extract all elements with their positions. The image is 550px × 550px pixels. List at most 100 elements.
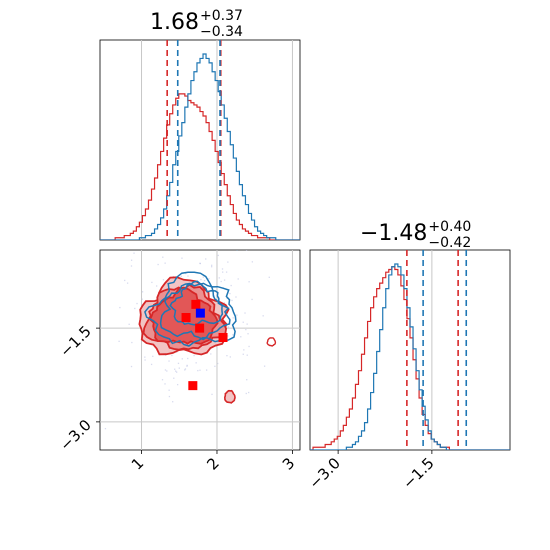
sample-point <box>202 276 204 278</box>
sample-point <box>213 295 215 297</box>
sample-point <box>223 279 226 281</box>
density-contour-blue <box>159 282 231 341</box>
x-axis-param-1: 1 2 3 <box>128 450 298 474</box>
histogram-series-blue <box>310 263 510 450</box>
sample-point <box>181 358 183 360</box>
sample-point <box>174 368 176 370</box>
sample-point <box>193 354 195 357</box>
sample-point <box>128 323 130 325</box>
panel-frame <box>309 249 511 451</box>
marker-red <box>218 333 228 342</box>
sample-point <box>131 341 133 344</box>
sample-point <box>218 277 220 279</box>
sample-point <box>166 370 168 372</box>
density-contour-blue <box>169 280 224 326</box>
panel-title: −1.48 +0.40−0.42 <box>360 219 471 251</box>
sample-point <box>231 299 233 302</box>
histogram-series-red <box>310 266 510 450</box>
title-minus: −0.34 <box>200 24 243 40</box>
sample-point <box>205 369 208 371</box>
sample-point <box>151 281 153 284</box>
title-plus: +0.37 <box>200 8 243 24</box>
sample-point <box>168 360 170 362</box>
marker-blue <box>195 308 205 318</box>
sample-point <box>208 278 210 280</box>
sample-point <box>221 268 224 270</box>
sample-point <box>150 363 153 366</box>
sample-point <box>186 365 188 367</box>
sample-point <box>162 279 165 281</box>
sample-point <box>242 353 244 355</box>
sample-point <box>156 285 158 287</box>
density-contour-blue <box>234 250 238 251</box>
sample-point <box>262 315 264 317</box>
sample-point <box>157 263 159 266</box>
sample-point <box>141 291 144 293</box>
sample-point <box>126 282 129 284</box>
x-tick-label: 2 <box>203 454 222 473</box>
sample-point <box>164 369 167 371</box>
sample-point <box>187 357 189 360</box>
sample-point <box>186 364 188 367</box>
sample-point <box>251 298 253 301</box>
sample-point <box>227 335 229 337</box>
sample-point <box>176 383 179 386</box>
density-contour-red <box>223 389 236 404</box>
marker-red <box>195 323 205 333</box>
sample-point <box>247 333 249 335</box>
sample-point <box>130 259 133 261</box>
sample-point <box>248 281 250 283</box>
sample-point <box>217 362 219 365</box>
sample-point <box>226 355 228 357</box>
sample-point <box>237 278 239 280</box>
sample-point <box>248 391 250 394</box>
sample-point <box>173 242 174 243</box>
sample-point <box>226 297 228 300</box>
sample-point <box>195 362 197 364</box>
sample-point <box>133 252 135 254</box>
sample-point <box>184 369 186 371</box>
y-axis-param-2: −3.0 −1.5 <box>56 322 100 454</box>
x-tick-label: 1 <box>128 454 147 473</box>
sample-point <box>248 345 250 348</box>
sample-point <box>203 279 206 282</box>
sample-point <box>136 302 138 305</box>
sample-point <box>268 276 270 278</box>
sample-point <box>244 312 246 314</box>
title-plus: +0.40 <box>428 219 471 235</box>
sample-point <box>180 275 182 277</box>
panel-title: 1.68 +0.37−0.34 <box>150 8 243 40</box>
x-tick-label: −3.0 <box>305 454 343 492</box>
title-median: 1.68 <box>150 10 199 35</box>
histogram-panel-param-2 <box>309 249 511 451</box>
sample-point <box>210 353 212 355</box>
sample-point <box>214 365 216 367</box>
sample-point <box>246 323 248 325</box>
sample-point <box>152 355 154 357</box>
sample-point <box>205 258 207 260</box>
sample-point <box>229 356 231 358</box>
sample-point <box>217 248 218 249</box>
sample-point <box>164 262 166 264</box>
marker-red <box>191 299 201 309</box>
sample-point <box>217 254 219 257</box>
sample-point <box>220 280 222 283</box>
sample-point <box>164 383 166 385</box>
x-tick-label: −1.5 <box>399 454 437 492</box>
sample-point <box>232 334 234 336</box>
sample-point <box>119 306 121 309</box>
sample-point <box>199 369 201 371</box>
marker-red <box>181 313 191 322</box>
sample-point <box>246 354 248 356</box>
sample-point <box>245 392 247 395</box>
histogram-panel-param-1 <box>99 39 301 241</box>
sample-point <box>222 271 224 273</box>
sample-point <box>168 389 170 391</box>
joint-density-panel <box>99 242 301 451</box>
marker-red <box>188 381 198 391</box>
sample-point <box>223 302 226 304</box>
sample-point <box>199 262 201 264</box>
sample-point <box>162 256 164 258</box>
sample-point <box>130 265 133 267</box>
